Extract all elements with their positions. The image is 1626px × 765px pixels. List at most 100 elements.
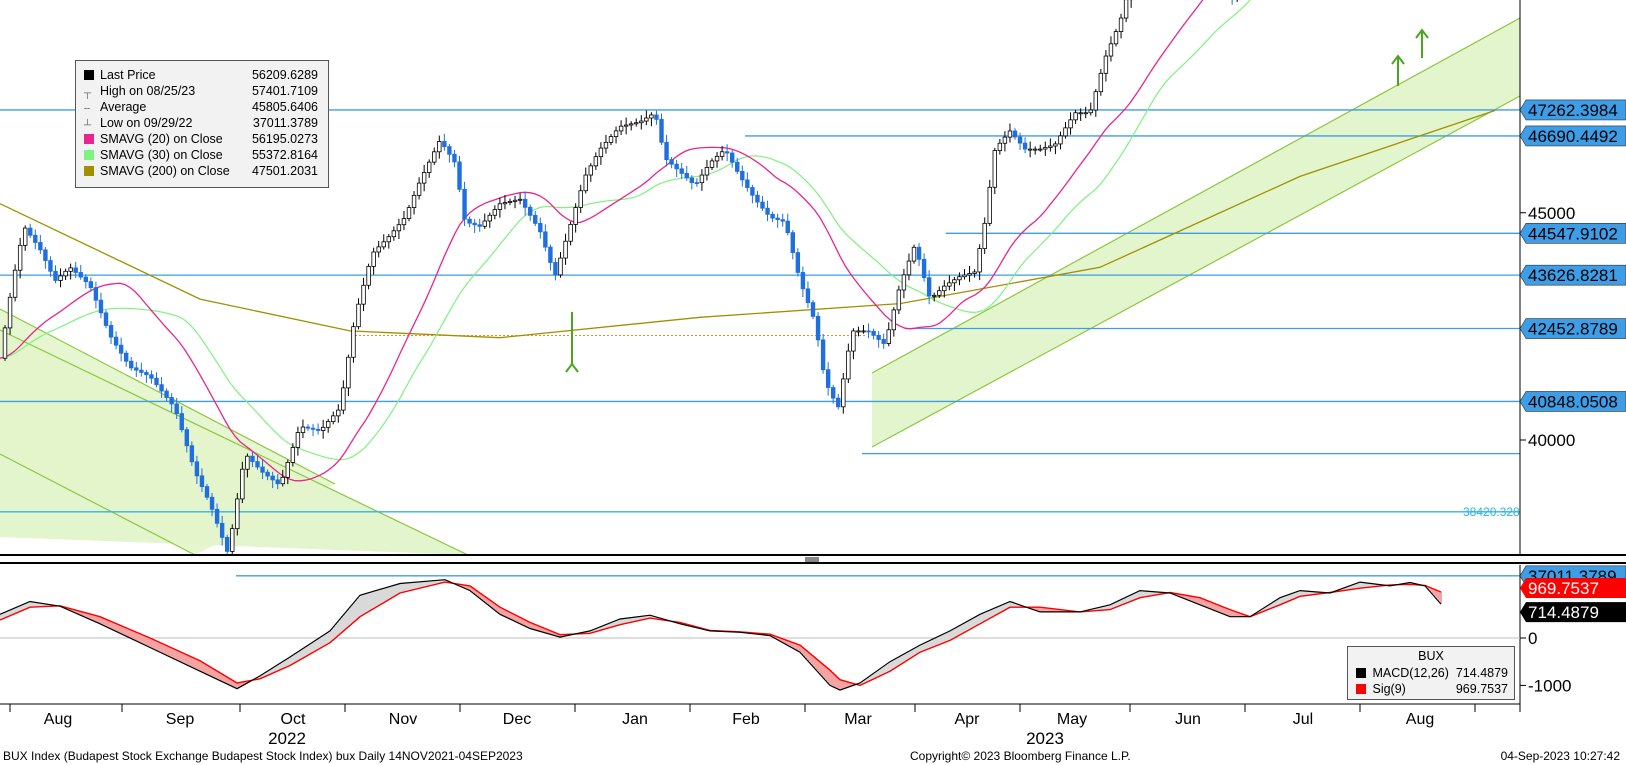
macd-fill-slice [426,581,428,587]
candle-body [118,344,124,354]
candle-body [7,296,13,329]
macd-fill-slice [1266,606,1268,611]
legend-row-last-price: Last Price 56209.6289 [84,67,322,83]
macd-fill-slice [914,648,916,657]
macd-fill-slice [108,620,110,628]
macd-fill-slice [1236,611,1238,617]
macd-fill-slice [782,638,784,643]
macd-fill-slice [1214,603,1216,611]
macd-fill-slice [1126,597,1128,604]
candle-body [992,150,997,188]
candle-body [351,326,356,358]
macd-fill-slice [1272,602,1274,609]
macd-fill-slice [1270,604,1272,609]
macd-fill-slice [44,603,46,607]
candle-body [947,282,952,287]
candle-body [320,426,326,431]
macd-fill-slice [336,623,338,638]
macd-fill-slice [356,600,358,621]
macd-fill-slice [1116,601,1118,608]
candle-body [790,232,795,253]
macd-fill-slice [888,663,890,673]
macd-fill-slice [282,662,284,670]
macd-fill-slice [70,608,72,611]
candle-body [820,339,826,371]
macd-fill-slice [1222,606,1224,614]
macd-fill-slice [616,620,618,626]
macd-fill-slice [296,653,298,663]
macd-fill-slice [552,631,554,635]
macd-fill-slice [598,627,600,632]
x-month-label: Aug [44,711,72,728]
macd-fill-slice [380,589,382,605]
candle-body [325,421,331,428]
macd-fill-slice [92,614,94,621]
macd-y-label: -1000 [1528,676,1571,695]
x-month-label: May [1057,711,1087,728]
macd-fill-slice [1352,584,1354,590]
macd-fill-slice [846,681,848,689]
candle-body [1083,112,1088,115]
macd-fill-slice [170,647,172,658]
macd-fill-slice [1042,607,1044,613]
candle-body [245,455,250,470]
candle-body [795,252,801,273]
macd-fill-slice [520,617,522,624]
candle-body [1123,0,1129,19]
macd-fill-slice [1308,591,1310,596]
macd-fill-slice [262,674,264,678]
price-tag: 47262.3984 [1519,99,1626,121]
macd-fill-slice [202,661,204,673]
candle-body [770,213,775,219]
macd-fill-slice [278,664,280,671]
macd-fill-slice [138,632,140,642]
candle-body [447,146,452,155]
macd-fill-slice [920,645,922,653]
macd-fill-slice [102,617,104,625]
candle-body [48,260,53,272]
macd-fill-slice [332,628,334,642]
candle-body [1098,72,1104,93]
macd-fill-slice [882,667,884,676]
macd-fill-slice [1144,590,1146,598]
macd-fill-slice [1286,595,1288,603]
macd-fill-slice [34,602,36,608]
macd-fill-slice [358,597,360,619]
macd-fill-slice [1146,591,1148,597]
candle-body [1007,130,1013,138]
candle-body [124,352,129,362]
macd-fill-slice [274,667,276,673]
candle-body [785,220,790,234]
macd-fill-slice [904,653,906,663]
macd-tag-label: 714.4879 [1528,603,1599,622]
macd-fill-slice [606,624,608,629]
candle-body [618,125,624,132]
macd-fill-slice [632,617,634,623]
candle-body [255,461,260,468]
candle-body [588,165,593,176]
macd-fill-slice [224,675,226,683]
macd-fill-slice [1364,582,1366,588]
candle-body [366,265,371,286]
candle-body [300,426,306,433]
macd-fill-slice [136,632,138,641]
macd-fill-slice [394,585,396,597]
macd-fill-slice [1210,601,1212,609]
macd-fill-slice [608,623,610,629]
macd-fill-slice [404,583,406,593]
macd-fill-slice [1036,607,1038,611]
candle-body [295,432,301,448]
macd-fill-slice [80,611,82,616]
macd-fill-slice [982,613,984,623]
candle-body [937,290,942,296]
candle-body [916,246,922,260]
candle-body [608,136,614,143]
candle-body [881,339,886,344]
macd-fill-slice [1344,587,1346,591]
candle-body [664,141,669,161]
macd-fill-slice [1196,597,1198,604]
macd-fill-slice [132,630,134,640]
macd-fill-slice [104,618,106,626]
candle-body [356,303,361,328]
macd-fill-slice [540,626,542,632]
